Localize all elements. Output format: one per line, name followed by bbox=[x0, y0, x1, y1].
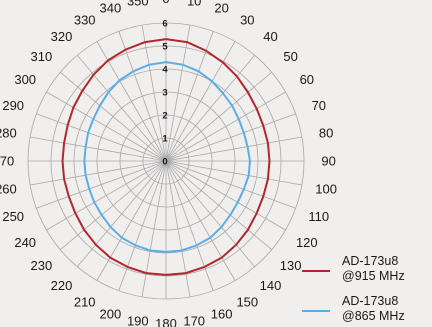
angle-tick-label: 300 bbox=[14, 72, 36, 87]
grid-spoke bbox=[118, 160, 167, 291]
grid-spoke bbox=[165, 160, 272, 251]
angle-tick-label: 0 bbox=[162, 0, 169, 6]
angle-tick-label: 120 bbox=[296, 235, 318, 250]
grid-spoke bbox=[165, 160, 302, 186]
grid-spoke bbox=[165, 91, 286, 162]
angle-tick-label: 230 bbox=[31, 258, 53, 273]
grid-spoke bbox=[165, 41, 236, 162]
radial-tick-label: 0 bbox=[162, 157, 167, 168]
grid-spoke bbox=[118, 31, 167, 162]
angular-gridlines bbox=[28, 23, 304, 299]
grid-spoke bbox=[165, 25, 191, 162]
grid-spoke bbox=[165, 160, 286, 231]
series-layer bbox=[61, 38, 271, 276]
angle-tick-label: 210 bbox=[74, 294, 96, 309]
angle-tick-label: 270 bbox=[0, 154, 14, 169]
angle-tick-label: 330 bbox=[74, 13, 96, 28]
angle-tick-label: 320 bbox=[51, 29, 73, 44]
angle-tick-label: 50 bbox=[283, 49, 297, 64]
angle-tick-label: 340 bbox=[100, 1, 122, 16]
grid-spoke bbox=[165, 113, 296, 162]
angle-tick-label: 30 bbox=[240, 13, 254, 28]
angle-tick-label: 280 bbox=[0, 125, 17, 140]
legend-label: AD-173u8 @865 MHz bbox=[342, 294, 405, 323]
angle-tick-label: 250 bbox=[2, 209, 24, 224]
angle-tick-label: 160 bbox=[211, 306, 233, 321]
grid-spoke bbox=[76, 55, 167, 162]
series-line bbox=[61, 38, 271, 276]
angle-tick-label: 290 bbox=[2, 98, 24, 113]
angle-tick-label: 350 bbox=[127, 0, 149, 8]
angle-tick-labels: 0102030405060708090100110120130140150160… bbox=[0, 0, 337, 327]
grid-spoke bbox=[46, 160, 167, 231]
grid-spoke bbox=[30, 160, 167, 186]
angle-tick-label: 80 bbox=[319, 125, 333, 140]
radial-tick-labels: 0 1 2 3 4 5 6 bbox=[162, 19, 168, 168]
angle-tick-label: 170 bbox=[183, 314, 205, 327]
angle-tick-label: 130 bbox=[280, 258, 302, 273]
grid-spoke bbox=[30, 136, 167, 162]
angle-tick-label: 140 bbox=[260, 278, 282, 293]
radial-tick-label: 1 bbox=[162, 134, 168, 145]
angle-tick-label: 190 bbox=[127, 314, 149, 327]
grid-spoke bbox=[165, 160, 296, 209]
grid-spoke bbox=[165, 160, 214, 291]
grid-spoke bbox=[60, 160, 167, 251]
grid-spoke bbox=[165, 160, 191, 297]
angle-tick-label: 70 bbox=[312, 98, 326, 113]
angle-tick-label: 150 bbox=[236, 294, 258, 309]
radial-tick-label: 3 bbox=[162, 88, 167, 99]
angle-tick-label: 110 bbox=[308, 209, 329, 224]
angle-tick-label: 220 bbox=[51, 278, 73, 293]
angle-tick-label: 20 bbox=[214, 1, 228, 16]
grid-spoke bbox=[96, 160, 167, 281]
angle-tick-label: 40 bbox=[263, 29, 277, 44]
radial-tick-label: 4 bbox=[162, 65, 168, 76]
grid-spoke bbox=[36, 113, 167, 162]
grid-spoke bbox=[165, 136, 302, 162]
grid-spoke bbox=[165, 31, 214, 162]
angle-tick-label: 90 bbox=[321, 154, 335, 169]
grid-spoke bbox=[165, 160, 256, 267]
grid-spoke bbox=[141, 160, 167, 297]
series-line bbox=[83, 61, 251, 253]
grid-spoke bbox=[46, 91, 167, 162]
grid-spoke bbox=[165, 160, 236, 281]
angle-tick-label: 240 bbox=[14, 235, 36, 250]
radial-tick-label: 2 bbox=[162, 111, 167, 122]
angle-tick-label: 200 bbox=[100, 306, 122, 321]
legend-label: AD-173u8 @915 MHz bbox=[342, 254, 405, 283]
legend: AD-173u8 @915 MHz AD-173u8 @865 MHz bbox=[302, 254, 405, 323]
grid-spoke bbox=[76, 160, 167, 267]
radial-tick-label: 5 bbox=[162, 42, 168, 53]
grid-spoke bbox=[141, 25, 167, 162]
angle-tick-label: 310 bbox=[31, 49, 53, 64]
grid-spoke bbox=[165, 71, 272, 162]
angle-tick-label: 100 bbox=[315, 182, 337, 197]
angle-tick-label: 260 bbox=[0, 182, 17, 197]
grid-spoke bbox=[165, 55, 256, 162]
angle-tick-label: 10 bbox=[187, 0, 201, 8]
angle-tick-label: 180 bbox=[155, 316, 177, 327]
grid-spoke bbox=[60, 71, 167, 162]
radial-tick-label: 6 bbox=[162, 19, 167, 30]
grid-spoke bbox=[96, 41, 167, 162]
grid-spoke bbox=[36, 160, 167, 209]
angle-tick-label: 60 bbox=[300, 72, 314, 87]
